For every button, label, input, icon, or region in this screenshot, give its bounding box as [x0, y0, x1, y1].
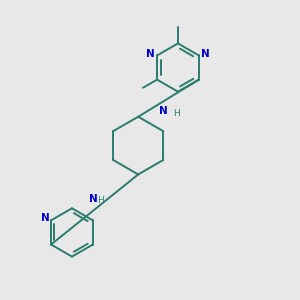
Text: H: H [173, 109, 180, 118]
Text: N: N [201, 49, 210, 59]
Text: N: N [41, 213, 50, 223]
Text: N: N [146, 49, 155, 59]
Text: N: N [89, 194, 98, 204]
Text: N: N [160, 106, 168, 116]
Text: H: H [97, 196, 104, 205]
